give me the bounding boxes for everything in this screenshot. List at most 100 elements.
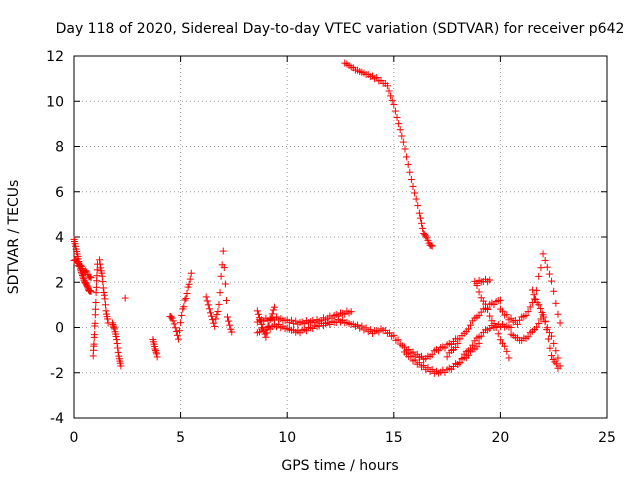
data-point <box>91 319 99 327</box>
data-point <box>390 331 398 339</box>
data-point <box>530 291 538 299</box>
data-point <box>76 261 84 269</box>
data-point <box>467 321 475 329</box>
data-point <box>270 303 278 311</box>
data-point <box>475 288 483 296</box>
data-point <box>540 313 548 321</box>
data-point <box>185 280 193 288</box>
data-point <box>475 339 483 347</box>
data-point <box>556 319 564 327</box>
y-tick-label: 12 <box>46 49 64 65</box>
grid-lines <box>74 56 607 418</box>
data-point <box>87 274 95 282</box>
data-point <box>186 275 194 283</box>
data-point <box>101 301 109 309</box>
plot-frame <box>73 55 608 419</box>
y-tick-labels: -4 -2 0 2 4 6 8 10 12 <box>46 49 64 427</box>
data-point <box>98 272 106 280</box>
data-point <box>177 319 185 327</box>
data-point <box>72 242 80 250</box>
data-point <box>101 295 109 303</box>
data-point <box>411 356 419 364</box>
data-point <box>385 87 393 95</box>
x-tick-label: 20 <box>491 430 509 446</box>
data-point <box>458 354 466 362</box>
data-point <box>220 264 228 272</box>
data-point <box>539 250 547 258</box>
data-point <box>152 348 160 356</box>
data-point <box>452 344 460 352</box>
data-point <box>477 332 485 340</box>
data-point <box>428 242 436 250</box>
data-point <box>394 336 402 344</box>
data-point <box>427 241 435 249</box>
data-point <box>167 313 175 321</box>
data-point <box>488 317 496 325</box>
data-point <box>415 359 423 367</box>
data-point <box>513 320 521 328</box>
data-point <box>151 345 159 353</box>
data-point <box>92 305 100 313</box>
data-point <box>87 287 95 295</box>
x-tick-label: 5 <box>176 430 185 446</box>
data-point <box>214 307 222 315</box>
y-tick-label: -2 <box>50 366 64 382</box>
data-point <box>503 311 511 319</box>
axis-ticks <box>73 55 608 419</box>
data-point <box>418 219 426 227</box>
data-point <box>226 321 234 329</box>
data-point <box>92 299 100 307</box>
data-point <box>224 313 232 321</box>
data-point <box>541 256 549 264</box>
x-axis-label: GPS time / hours <box>281 458 398 474</box>
data-point <box>114 344 122 352</box>
data-point <box>178 311 186 319</box>
data-point <box>554 310 562 318</box>
data-point <box>83 268 91 276</box>
data-point <box>81 278 89 286</box>
data-point <box>550 339 558 347</box>
data-point <box>419 224 427 232</box>
data-point <box>113 340 121 348</box>
data-point <box>83 282 91 290</box>
data-point <box>399 138 407 146</box>
data-point <box>469 341 477 349</box>
data-point <box>524 333 532 341</box>
data-point <box>393 113 401 121</box>
data-point <box>456 335 464 343</box>
data-point <box>403 153 411 161</box>
data-point <box>262 333 270 341</box>
data-point <box>507 314 515 322</box>
y-tick-label: 8 <box>55 140 64 156</box>
data-point <box>454 340 462 348</box>
data-point <box>117 362 125 370</box>
data-point <box>97 264 105 272</box>
data-point <box>409 348 417 356</box>
data-point <box>499 307 507 315</box>
data-point <box>206 309 214 317</box>
data-point <box>79 273 87 281</box>
data-point <box>535 301 543 309</box>
data-point <box>486 312 494 320</box>
data-point <box>407 176 415 184</box>
data-point <box>254 310 262 318</box>
data-point <box>507 324 515 331</box>
data-point <box>535 272 543 280</box>
x-tick-label: 15 <box>385 430 403 446</box>
x-tick-label: 0 <box>70 430 79 446</box>
y-tick-label: 4 <box>55 230 64 246</box>
data-point <box>424 364 432 372</box>
data-point <box>172 328 180 336</box>
data-point <box>217 272 225 280</box>
data-point <box>528 286 536 294</box>
data-point <box>543 263 551 271</box>
data-point <box>404 161 412 169</box>
data-point <box>182 295 190 303</box>
data-point <box>494 330 502 338</box>
data-point <box>221 280 229 288</box>
data-point <box>388 96 396 104</box>
data-point <box>187 269 195 277</box>
data-point <box>86 273 94 281</box>
data-point <box>548 352 556 360</box>
data-point <box>216 289 224 297</box>
